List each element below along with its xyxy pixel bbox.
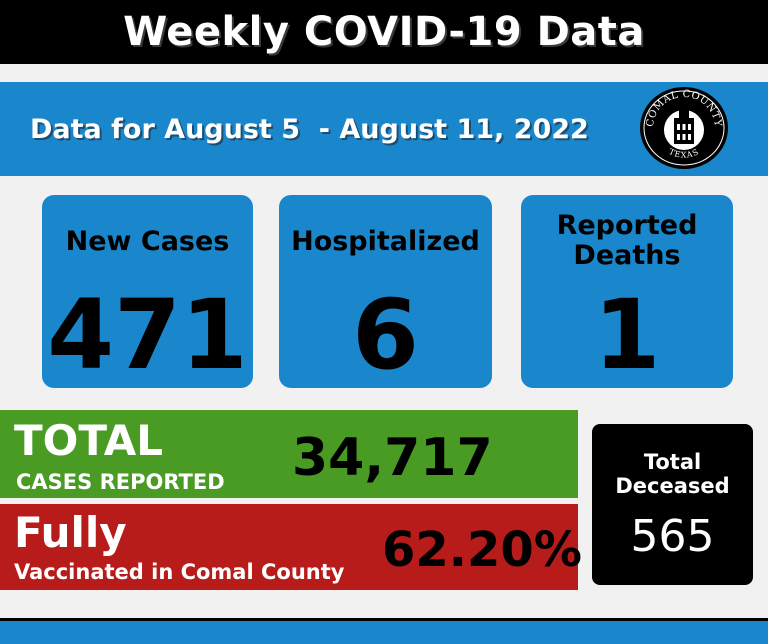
date-range-band: Data for August 5 - August 11, 2022 xyxy=(0,82,768,176)
total-deceased-box: Total Deceased 565 xyxy=(592,424,753,585)
footer-band xyxy=(0,618,768,644)
total-cases-subtitle: CASES REPORTED xyxy=(16,470,225,494)
reported-deaths-label: Reported Deaths xyxy=(521,211,733,271)
reported-deaths-label-line1: Reported xyxy=(556,210,698,241)
total-cases-bar: TOTAL CASES REPORTED 34,717 xyxy=(0,410,578,498)
hospitalized-value: 6 xyxy=(352,279,419,391)
reported-deaths-card: Reported Deaths 1 xyxy=(521,195,733,388)
svg-text:TEXAS: TEXAS xyxy=(667,147,700,160)
courthouse-icon xyxy=(664,100,704,150)
total-deceased-value: 565 xyxy=(630,511,715,562)
fully-vaccinated-subtitle: Vaccinated in Comal County xyxy=(14,560,345,584)
hospitalized-card: Hospitalized 6 xyxy=(279,195,492,388)
hospitalized-label: Hospitalized xyxy=(291,226,480,257)
date-range-text: Data for August 5 - August 11, 2022 xyxy=(30,114,589,145)
header-bar: Weekly COVID-19 Data xyxy=(0,0,768,64)
page-title: Weekly COVID-19 Data xyxy=(123,9,645,55)
new-cases-card: New Cases 471 xyxy=(42,195,253,388)
total-cases-title: TOTAL xyxy=(14,416,164,465)
new-cases-label: New Cases xyxy=(65,226,230,257)
county-seal-logo: COMAL COUNTY TEXAS xyxy=(640,87,728,169)
total-deceased-label-line1: Total xyxy=(643,450,702,474)
fully-vaccinated-bar: Fully Vaccinated in Comal County 62.20% xyxy=(0,504,582,590)
total-deceased-label-line2: Deceased xyxy=(615,474,730,498)
fully-vaccinated-value: 62.20% xyxy=(382,522,582,578)
total-deceased-label: Total Deceased xyxy=(592,450,753,498)
reported-deaths-value: 1 xyxy=(593,279,661,391)
total-cases-value: 34,717 xyxy=(292,428,493,488)
new-cases-value: 471 xyxy=(47,279,248,391)
fully-vaccinated-title: Fully xyxy=(14,508,127,557)
reported-deaths-label-line2: Deaths xyxy=(573,240,681,271)
